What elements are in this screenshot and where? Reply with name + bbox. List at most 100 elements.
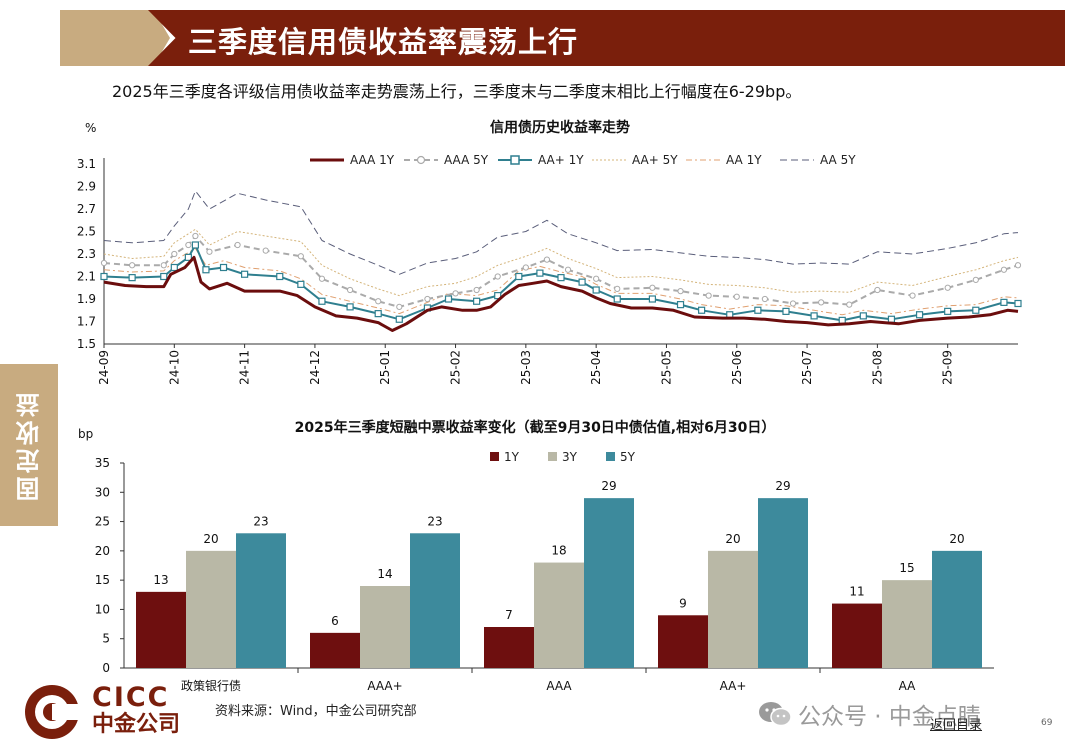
data-point [522, 264, 529, 271]
y-tick-label: 2.3 [77, 247, 96, 261]
wechat-icon [759, 702, 792, 727]
data-point [972, 306, 980, 314]
series-line-aa-5y [103, 228, 1019, 297]
wechat-watermark-text: 公众号 · 中金点睛 [798, 704, 981, 730]
data-point [396, 303, 403, 310]
data-point [648, 295, 657, 303]
side-section-tab[interactable]: 固定收益 [0, 364, 58, 526]
source-note: 资料来源：Wind，中金公司研究部 [215, 704, 417, 719]
x-tick-label: 25-04 [589, 350, 603, 385]
cicc-logo-icon [25, 685, 80, 739]
logo-en: CICC [92, 682, 170, 713]
data-point [395, 315, 403, 323]
data-point [219, 263, 228, 272]
data-point [202, 266, 210, 274]
bar [186, 550, 236, 668]
data-point [100, 272, 108, 281]
legend-swatch [490, 452, 499, 461]
data-point [557, 274, 565, 282]
bar [708, 550, 758, 668]
data-point [241, 270, 249, 278]
data-point [184, 253, 192, 261]
banner-accent [60, 10, 170, 66]
data-point [473, 286, 480, 294]
series-line-aaa-1y [103, 255, 1019, 332]
data-point [494, 273, 501, 280]
x-tick-label: 24-12 [308, 350, 322, 385]
page-subtitle: 2025年三季度各评级信用债收益率走势震荡上行，三季度末与二季度末相比上行幅度在… [112, 82, 802, 101]
x-category-label: 政策银行债 [181, 679, 241, 693]
bar [136, 591, 186, 668]
y-tick-label: 3.1 [77, 157, 96, 171]
page-title: 三季度信用债收益率震荡上行 [188, 25, 579, 59]
bar [758, 498, 808, 668]
x-tick-label: 25-09 [941, 350, 955, 385]
side-tab-label: 固定收益 [15, 389, 44, 501]
bar-chart: bp 2025年三季度短融中票收益率变化（截至9月30日中债估值,相对6月30日）… [78, 419, 994, 693]
bar-value-label: 9 [679, 596, 687, 610]
legend-label: AA+ 5Y [632, 153, 678, 167]
data-point [515, 272, 523, 281]
legend-item: AA 1Y [686, 153, 762, 167]
data-point [613, 295, 621, 303]
series-line-aa-1y [103, 244, 1019, 322]
data-point [346, 286, 354, 294]
legend-item: 5Y [606, 450, 636, 464]
x-tick-label: 24-09 [97, 350, 111, 385]
title-banner: 三季度信用债收益率震荡上行 [60, 10, 1065, 66]
chart-title: 2025年三季度短融中票收益率变化（截至9月30日中债估值,相对6月30日） [295, 419, 776, 436]
page-number: 69 [1041, 718, 1053, 728]
bar [658, 615, 708, 668]
data-point [564, 266, 572, 273]
legend-label: AA 5Y [820, 153, 856, 167]
data-point [234, 241, 241, 249]
y-tick-label: 30 [95, 485, 110, 499]
bar [584, 498, 634, 668]
data-point [185, 241, 192, 249]
data-point [733, 293, 740, 300]
data-point [1000, 266, 1008, 273]
x-tick-label: 25-07 [800, 350, 814, 385]
data-point [160, 262, 167, 269]
legend-marker [416, 155, 426, 165]
bar-value-label: 20 [203, 532, 218, 546]
data-point [318, 275, 326, 282]
series-line-aa-1y [103, 247, 1019, 316]
bar-value-label: 13 [153, 573, 168, 587]
legend-label: 1Y [504, 450, 520, 464]
data-point [318, 297, 326, 305]
data-point [452, 290, 459, 297]
y-tick-label: 15 [95, 573, 110, 587]
y-tick-label: 2.5 [77, 225, 96, 239]
legend-item: AA+ 5Y [592, 153, 678, 167]
legend-label: AA 1Y [726, 153, 762, 167]
y-tick-label: 2.7 [77, 202, 96, 216]
data-point [494, 292, 502, 300]
data-point [818, 299, 825, 306]
data-point [346, 303, 354, 311]
y-tick-label: 1.5 [77, 337, 96, 351]
bar-value-label: 23 [427, 514, 442, 528]
legend-label: 5Y [620, 450, 636, 464]
back-to-contents-link[interactable]: 返回目录 [930, 718, 983, 733]
bar-value-label: 29 [601, 479, 616, 493]
bar [410, 533, 460, 668]
bar [882, 580, 932, 668]
data-point [375, 298, 382, 305]
x-category-label: AAA [546, 679, 572, 693]
data-point [1014, 262, 1022, 269]
bar [360, 586, 410, 668]
data-point [915, 311, 924, 319]
data-point [649, 284, 656, 291]
legend-label: 3Y [562, 450, 578, 464]
bar-value-label: 14 [377, 567, 392, 581]
y-tick-label: 2.9 [77, 180, 96, 194]
data-point [262, 247, 269, 254]
x-tick-label: 25-02 [449, 350, 463, 385]
legend-label: AA+ 1Y [538, 153, 584, 167]
legend-item: AA 5Y [780, 153, 856, 167]
data-point [543, 256, 551, 263]
data-point [944, 284, 951, 291]
data-point [444, 295, 453, 303]
bar [832, 603, 882, 668]
